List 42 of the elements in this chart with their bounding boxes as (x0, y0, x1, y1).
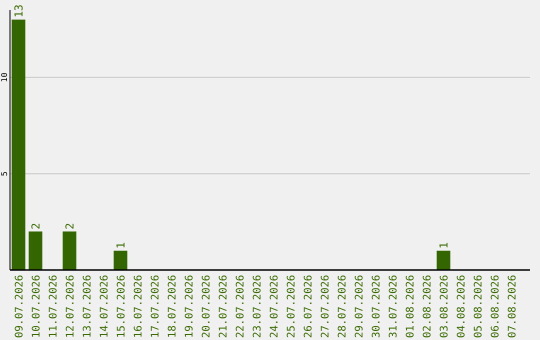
x-tick-label: 26.07.2026 (302, 274, 314, 338)
x-tick-label: 11.07.2026 (48, 274, 60, 338)
x-tick-label: 06.08.2026 (490, 274, 502, 338)
x-tick-label: 24.07.2026 (268, 274, 280, 338)
x-tick-label: 19.07.2026 (184, 274, 196, 338)
x-tick-label: 10.07.2026 (30, 274, 42, 338)
y-tick-label: 10 (0, 72, 9, 82)
x-tick-label: 25.07.2026 (286, 274, 298, 338)
x-tick-label: 12.07.2026 (64, 274, 76, 338)
x-tick-label: 13.07.2026 (82, 274, 94, 338)
x-tick-label: 16.07.2026 (132, 274, 144, 338)
x-tick-label: 03.08.2026 (438, 274, 450, 338)
x-tick-label: 22.07.2026 (234, 274, 246, 338)
x-tick-label: 31.07.2026 (388, 274, 400, 338)
x-tick-label: 29.07.2026 (354, 274, 366, 338)
x-tick-label: 18.07.2026 (166, 274, 178, 338)
bar (436, 250, 450, 270)
x-tick-label: 07.08.2026 (506, 274, 518, 338)
x-tick-label: 02.08.2026 (422, 274, 434, 338)
x-tick-label: 17.07.2026 (150, 274, 162, 338)
x-tick-label: 14.07.2026 (98, 274, 110, 338)
bar (12, 20, 26, 270)
x-tick-label: 21.07.2026 (218, 274, 230, 338)
data-label: 1 (438, 242, 450, 249)
x-tick-label: 27.07.2026 (320, 274, 332, 338)
x-tick-label: 30.07.2026 (370, 274, 382, 338)
x-tick-label: 23.07.2026 (252, 274, 264, 338)
x-tick-label: 05.08.2026 (472, 274, 484, 338)
data-label: 2 (30, 222, 42, 230)
x-tick-label: 01.08.2026 (404, 274, 416, 338)
bar (62, 231, 76, 270)
bar (28, 231, 42, 270)
x-tick-label: 04.08.2026 (456, 274, 468, 338)
y-tick-label: 5 (0, 171, 9, 176)
x-tick-label: 20.07.2026 (200, 274, 212, 338)
x-tick-label: 09.07.2026 (14, 274, 26, 338)
data-label: 2 (64, 222, 76, 230)
x-tick-label: 28.07.2026 (336, 274, 348, 338)
data-label: 1 (114, 242, 128, 249)
x-tick-label: 15.07.2026 (116, 274, 128, 338)
data-label: 13 (12, 4, 26, 18)
bar (114, 250, 128, 270)
